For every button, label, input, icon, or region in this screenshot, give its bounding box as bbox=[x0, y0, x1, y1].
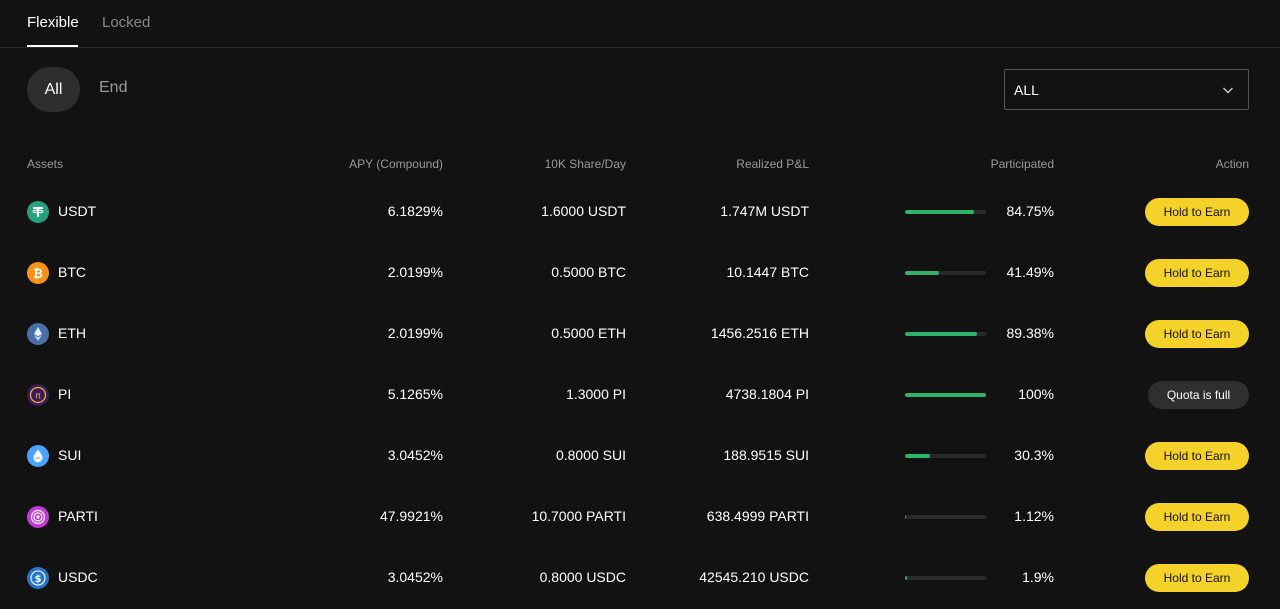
usdc-icon: $ bbox=[27, 567, 49, 589]
chevron-down-icon bbox=[1223, 87, 1233, 94]
apy-value: 3.0452% bbox=[387, 569, 443, 585]
hold-to-earn-button[interactable]: Hold to Earn bbox=[1145, 442, 1249, 470]
hold-to-earn-button[interactable]: Hold to Earn bbox=[1145, 320, 1249, 348]
participation-progress-fill bbox=[905, 393, 986, 397]
participation-progress-fill bbox=[905, 271, 939, 275]
table-row: π PI 5.1265% 1.3000 PI 4738.1804 PI 100%… bbox=[0, 364, 1280, 425]
participation-progress-bar bbox=[905, 271, 986, 275]
realized-pnl-value: 42545.210 USDC bbox=[699, 569, 809, 585]
usdt-icon bbox=[27, 201, 49, 223]
column-header-apy[interactable]: APY (Compound) bbox=[349, 157, 443, 171]
hold-to-earn-button[interactable]: Hold to Earn bbox=[1145, 564, 1249, 592]
table-row: ETH 2.0199% 0.5000 ETH 1456.2516 ETH 89.… bbox=[0, 303, 1280, 364]
column-header-action: Action bbox=[1215, 157, 1249, 171]
asset-name: ETH bbox=[58, 325, 86, 341]
asset-name: USDC bbox=[58, 569, 98, 585]
hold-to-earn-button[interactable]: Hold to Earn bbox=[1145, 198, 1249, 226]
participation-progress-bar bbox=[905, 454, 986, 458]
realized-pnl-value: 188.9515 SUI bbox=[723, 447, 809, 463]
participation-progress-bar bbox=[905, 393, 986, 397]
sui-icon bbox=[27, 445, 49, 467]
column-header-pnl: Realized P&L bbox=[736, 157, 809, 171]
table-row: SUI 3.0452% 0.8000 SUI 188.9515 SUI 30.3… bbox=[0, 425, 1280, 486]
participated-percent: 1.12% bbox=[1014, 508, 1054, 524]
svg-text:₿: ₿ bbox=[33, 267, 43, 281]
segment-all[interactable]: All bbox=[27, 67, 80, 112]
column-header-participated: Participated bbox=[990, 157, 1054, 171]
active-tab-indicator bbox=[27, 45, 78, 47]
participation-progress-fill bbox=[905, 454, 930, 458]
apy-value: 2.0199% bbox=[387, 264, 443, 280]
participation-progress-bar bbox=[905, 515, 986, 519]
asset-name: BTC bbox=[58, 264, 86, 280]
participated-percent: 41.49% bbox=[1006, 264, 1054, 280]
product-tabs: Flexible Locked bbox=[0, 0, 1280, 48]
participation-progress-fill bbox=[905, 210, 974, 214]
hold-to-earn-button[interactable]: Hold to Earn bbox=[1145, 503, 1249, 531]
pi-icon: π bbox=[27, 384, 49, 406]
share-per-day-value: 1.6000 USDT bbox=[541, 203, 626, 219]
parti-icon bbox=[27, 506, 49, 528]
quota-full-button[interactable]: Quota is full bbox=[1148, 381, 1249, 409]
column-header-share: 10K Share/Day bbox=[544, 157, 626, 171]
asset-name: PI bbox=[58, 386, 72, 402]
participation-progress-bar bbox=[905, 332, 986, 336]
segment-end[interactable]: End bbox=[99, 79, 128, 96]
table-row: PARTI 47.9921% 10.7000 PARTI 638.4999 PA… bbox=[0, 486, 1280, 547]
apy-value: 3.0452% bbox=[387, 447, 443, 463]
apy-value: 47.9921% bbox=[379, 508, 443, 524]
eth-icon bbox=[27, 323, 49, 345]
participation-progress-bar bbox=[905, 576, 986, 580]
realized-pnl-value: 10.1447 BTC bbox=[726, 264, 810, 280]
apy-value: 2.0199% bbox=[387, 325, 443, 341]
asset-filter-value: ALL bbox=[1014, 81, 1039, 98]
share-per-day-value: 1.3000 PI bbox=[566, 386, 626, 402]
realized-pnl-value: 1456.2516 ETH bbox=[710, 325, 809, 341]
participated-percent: 30.3% bbox=[1014, 447, 1054, 463]
column-header-assets: Assets bbox=[27, 157, 64, 171]
share-per-day-value: 0.8000 SUI bbox=[555, 447, 626, 463]
svg-text:$: $ bbox=[35, 574, 42, 585]
asset-name: PARTI bbox=[58, 508, 98, 524]
realized-pnl-value: 1.747M USDT bbox=[720, 203, 809, 219]
realized-pnl-value: 638.4999 PARTI bbox=[706, 508, 809, 524]
participation-progress-fill bbox=[905, 332, 978, 336]
share-per-day-value: 0.5000 BTC bbox=[551, 264, 626, 280]
participated-percent: 84.75% bbox=[1006, 203, 1054, 219]
participated-percent: 1.9% bbox=[1022, 569, 1054, 585]
tab-locked[interactable]: Locked bbox=[102, 14, 151, 31]
participated-percent: 100% bbox=[1018, 386, 1054, 402]
share-per-day-value: 0.5000 ETH bbox=[551, 325, 626, 341]
asset-name: SUI bbox=[58, 447, 82, 463]
svg-text:π: π bbox=[35, 392, 41, 402]
share-per-day-value: 0.8000 USDC bbox=[539, 569, 626, 585]
participation-progress-fill bbox=[905, 576, 907, 580]
table-row: ₿ BTC 2.0199% 0.5000 BTC 10.1447 BTC 41.… bbox=[0, 242, 1280, 303]
table-row: USDT 6.1829% 1.6000 USDT 1.747M USDT 84.… bbox=[0, 181, 1280, 242]
participation-progress-bar bbox=[905, 210, 986, 214]
apy-value: 5.1265% bbox=[387, 386, 443, 402]
apy-value: 6.1829% bbox=[387, 203, 443, 219]
share-per-day-value: 10.7000 PARTI bbox=[531, 508, 626, 524]
tab-flexible[interactable]: Flexible bbox=[27, 14, 79, 31]
participated-percent: 89.38% bbox=[1006, 325, 1054, 341]
asset-filter-select[interactable]: ALL bbox=[1004, 69, 1249, 110]
table-row: $ USDC 3.0452% 0.8000 USDC 42545.210 USD… bbox=[0, 547, 1280, 608]
hold-to-earn-button[interactable]: Hold to Earn bbox=[1145, 259, 1249, 287]
realized-pnl-value: 4738.1804 PI bbox=[725, 386, 809, 402]
btc-icon: ₿ bbox=[27, 262, 49, 284]
asset-name: USDT bbox=[58, 203, 97, 219]
participation-progress-fill bbox=[905, 515, 907, 519]
